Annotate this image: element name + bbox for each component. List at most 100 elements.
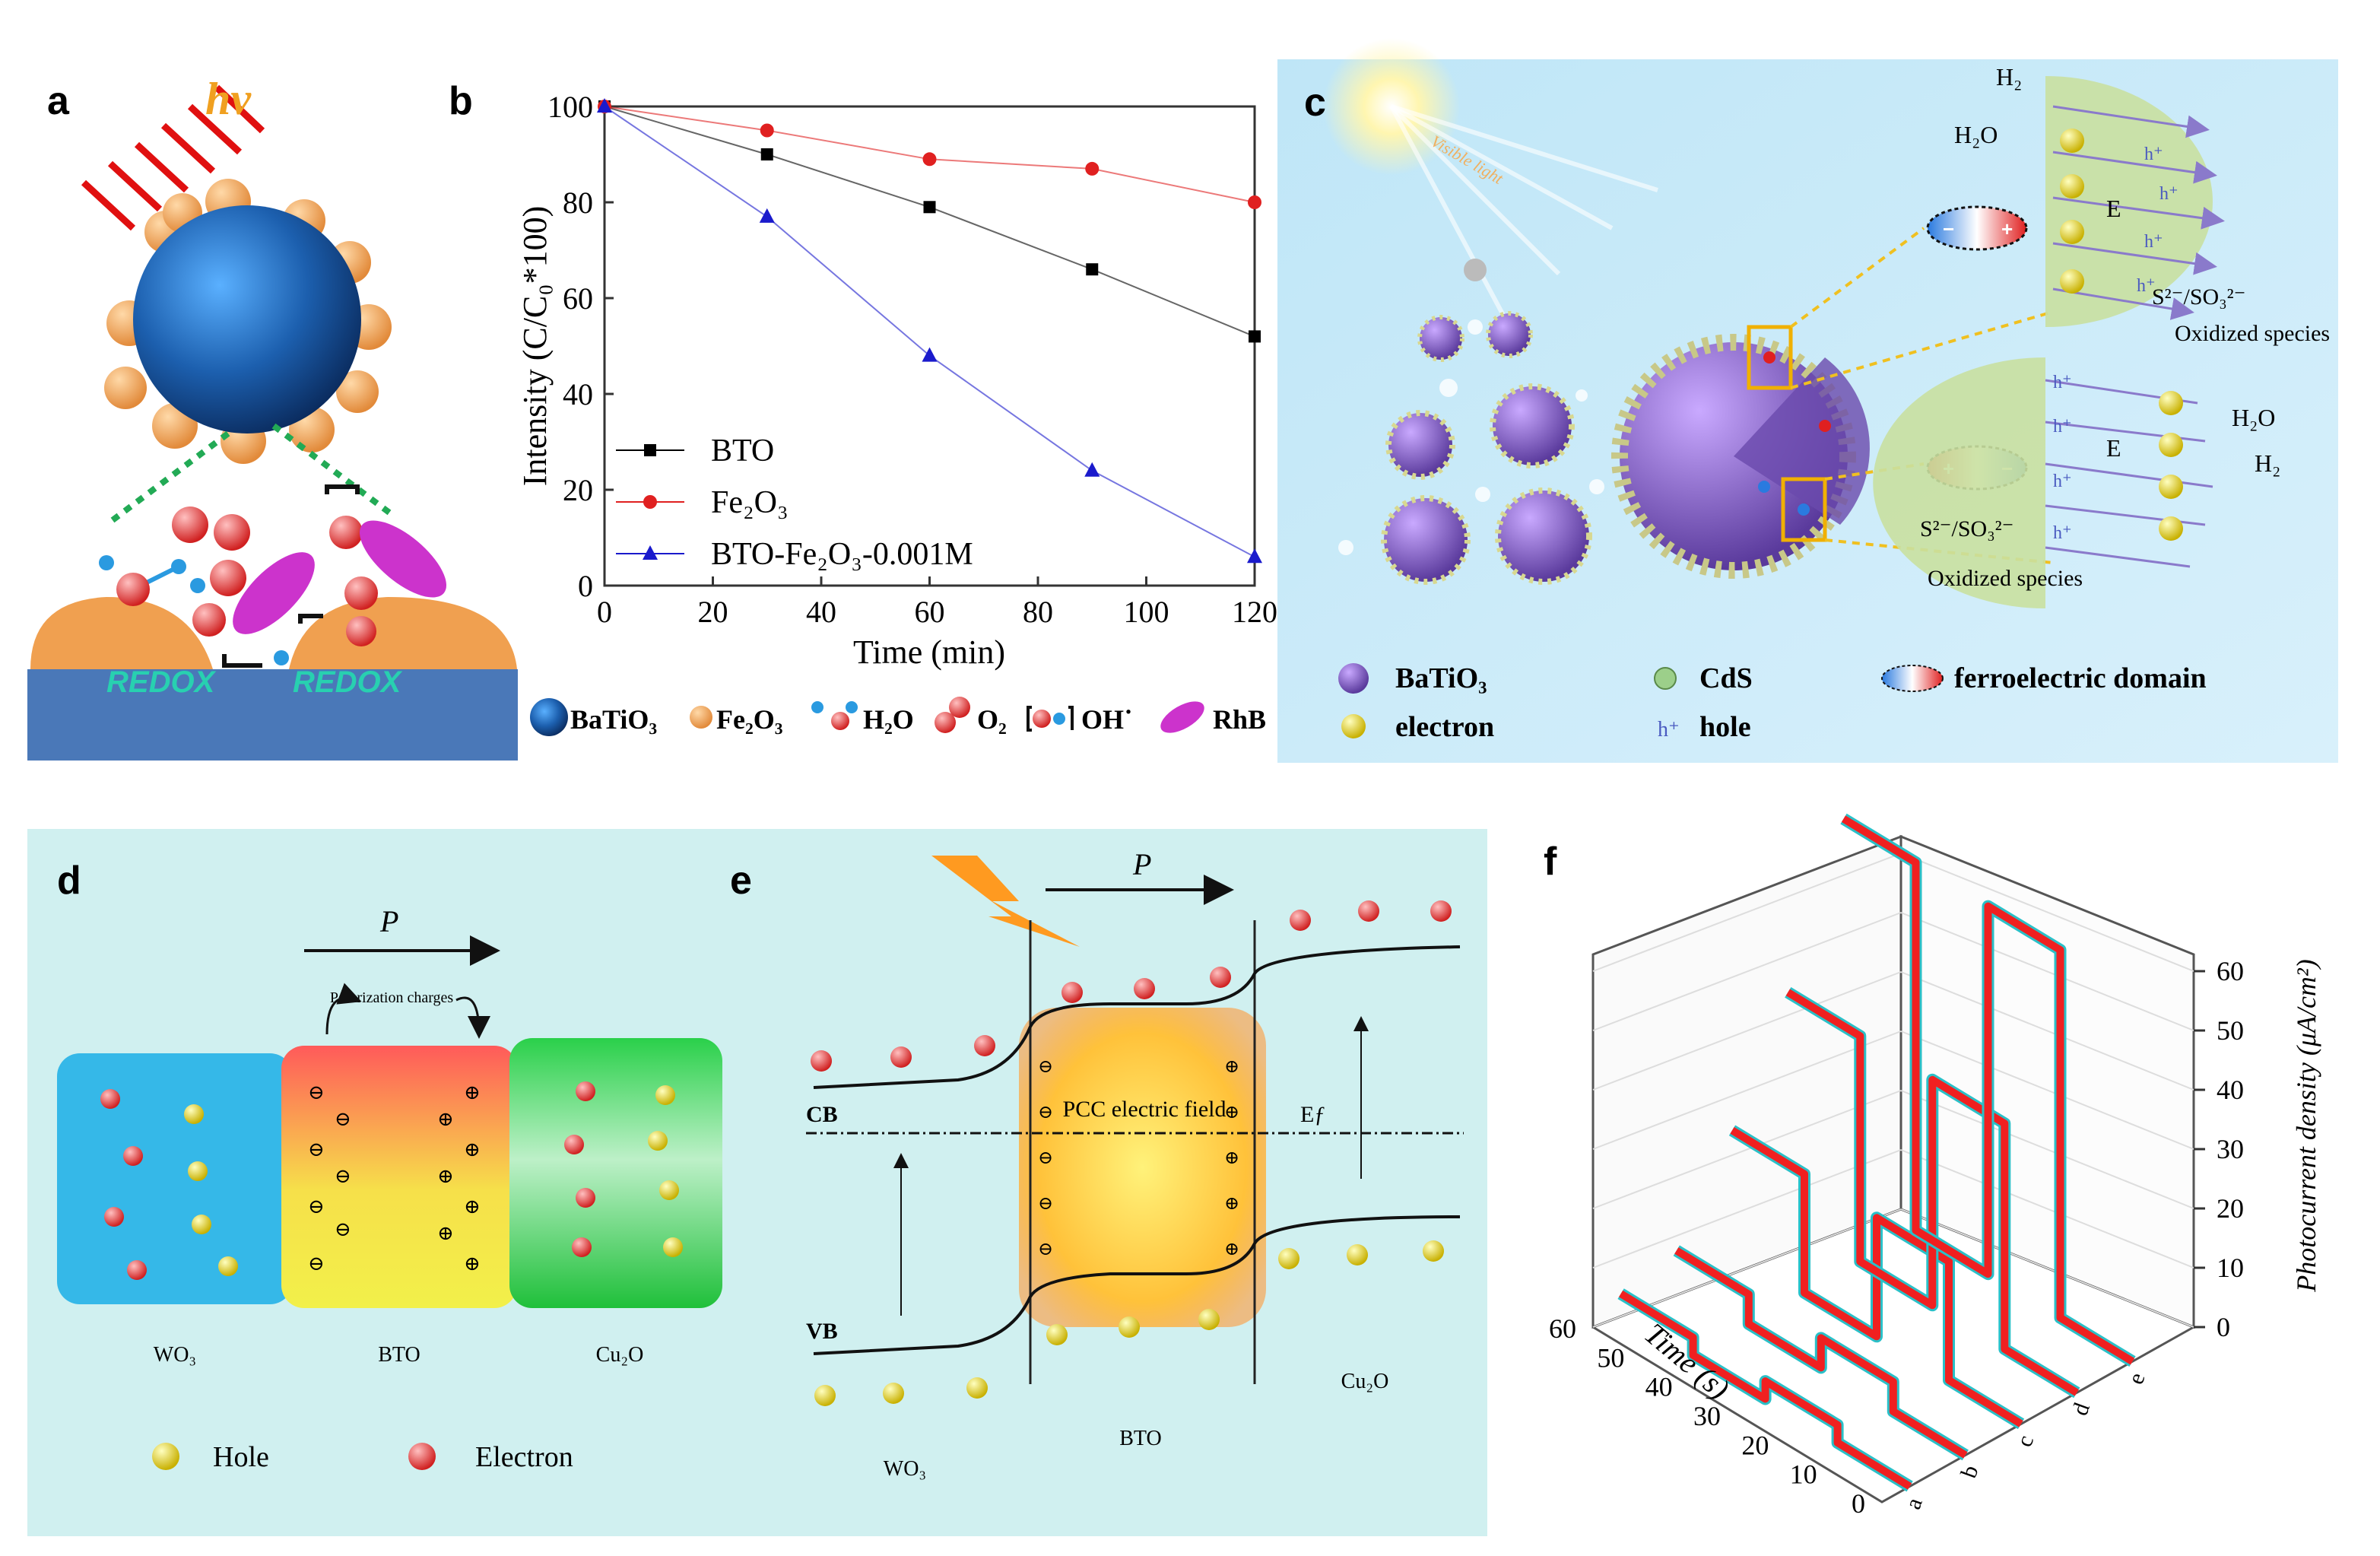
holes-bottom: h⁺ h⁺ h⁺ h⁺ [2053,373,2072,543]
chart3d-box [1591,834,2195,1504]
trace-e [1840,813,2136,1367]
block-label-wo3: WO₃ [154,1343,196,1367]
vb-band [813,1215,1461,1355]
pc-arrow-left [325,983,362,1035]
svg-text:h⁺: h⁺ [2159,184,2178,204]
legend-label: Fe₂O₃ [711,485,789,520]
pcc-field-region [1019,1008,1266,1327]
data-point [759,208,775,223]
svg-text:⊖: ⊖ [308,1081,325,1103]
vb-label: VB [806,1319,838,1344]
time-tick-label: 20 [1741,1430,1769,1460]
legend-rhb-icon [1160,701,1204,733]
chart-series [597,98,1262,564]
legend-electron-d-icon [408,1443,436,1470]
field-arrows-top [2052,105,2225,320]
chart3d-z-label: Photocurrent density (μA/cm²) [2291,959,2321,1292]
panel-c: c Visible light [1277,38,2338,763]
svg-text:h⁺: h⁺ [2137,276,2156,296]
svg-text:⊕: ⊕ [437,1222,454,1244]
legend-cds: CdS [1699,662,1753,694]
wo3-charges [100,1089,238,1280]
svg-text:⊖: ⊖ [1038,1240,1053,1259]
top-h2: H₂ [1996,63,2022,91]
top-h2o: H₂O [1954,121,1998,148]
grid-line [1900,1030,2194,1150]
grid-line [1592,1030,1902,1150]
legend-item: Fe₂O₃ [616,485,789,520]
electrons-bottom [2159,391,2183,541]
y-tick-label: 20 [563,473,593,507]
x-tick-label: 40 [806,595,836,629]
panel-e: e P CB VB Eƒ PCC electric field ⊖ ⊖ ⊖ ⊖ ⊖ ⊕… [730,847,1464,1481]
z-tick-label: 10 [2217,1253,2244,1283]
svg-text:⊕: ⊕ [437,1165,454,1187]
y-tick-label: 60 [563,281,593,316]
bto-plus-charges: ⊕ ⊕ ⊕ ⊕ ⊕ ⊕ ⊕ [437,1081,481,1275]
pc-arrow-right [455,996,490,1039]
oxidized-bottom: Oxidized species [1928,566,2083,591]
legend-h2o-icon [811,701,858,730]
legend-electron: electron [1395,711,1494,743]
pcc-field-label: PCC electric field [1063,1097,1226,1122]
trace-line [1674,1247,1968,1459]
x-tick-label: 100 [1124,595,1169,629]
data-point [922,152,937,167]
fe2o3-hump-right [289,597,517,669]
x-tick-label: 20 [698,595,728,629]
sun-rays [1389,104,1658,321]
data-point [1086,263,1099,276]
trace-line [1841,815,2135,1365]
grid-line [1592,971,1902,1091]
cu2o-block [509,1038,722,1308]
svg-text:⊕: ⊕ [464,1138,481,1161]
panel-e-label: e [730,859,752,903]
field-e-bottom: E [2106,434,2121,462]
zoom-line-right [271,423,398,520]
material-wo3: WO₃ [884,1457,926,1481]
y-tick-label: 100 [547,90,593,124]
svg-text:⊕: ⊕ [464,1253,481,1275]
electrons-top [2060,129,2084,294]
panel-a-label: a [47,79,70,123]
series-Fe2O3 [598,100,1261,209]
cb-label: CB [806,1102,838,1127]
z-tick-label: 60 [2217,956,2244,986]
grid-line [1592,912,1902,1031]
legend-fe2o3-icon [690,706,712,729]
chart-legend: BTO Fe₂O₃ BTO-Fe₂O₃-0.001M [616,433,973,572]
series-BTO-Fe2O3-0.001M [597,98,1262,564]
legend-label: BTO [711,433,774,468]
grid-line [1900,1090,2194,1209]
panel-b: b 0 20 40 60 80 100 120 0 20 40 60 80 100 Time (min)… [449,79,1277,671]
grid-line [1900,853,2194,972]
legend-domain-icon [1881,665,1944,692]
svg-text:h⁺: h⁺ [2053,417,2072,437]
svg-text:⊖: ⊖ [1038,1148,1053,1168]
data-point [1247,548,1262,564]
time-tick-label: 0 [1852,1488,1865,1519]
legend-o2: O₂ [977,704,1007,735]
svg-text:⊕: ⊕ [437,1108,454,1130]
sulfide-top: S²⁻/SO₃²⁻ [2152,284,2246,310]
legend-batio3-c: BaTiO₃ [1395,662,1487,694]
category-tick-label: c [2012,1432,2039,1450]
data-point [643,545,658,560]
legend-electron-d: Electron [475,1441,573,1473]
chart3d-y-ticks: 0 10 20 30 40 50 60 [1549,1313,1865,1519]
svg-text:⊕: ⊕ [464,1081,481,1103]
z-tick-label: 20 [2217,1193,2244,1224]
legend-oh: OH˙ [1081,704,1133,735]
x-tick-label: 60 [915,595,945,629]
panel-a: a hv REDOX REDOX [27,53,518,761]
ef-label: Eƒ [1300,1102,1325,1127]
dome-top [2045,76,2213,327]
svg-text:h⁺: h⁺ [2053,472,2072,491]
legend-batio3-c-icon [1338,663,1369,694]
fe2o3-hump-left [30,597,213,669]
light-bolt-icon [931,856,1080,947]
material-bto: BTO [1119,1427,1162,1450]
polarization-p-d: P [379,904,398,938]
holes-e [814,1240,1444,1406]
legend-hole-icon: h⁺ [1658,718,1680,741]
